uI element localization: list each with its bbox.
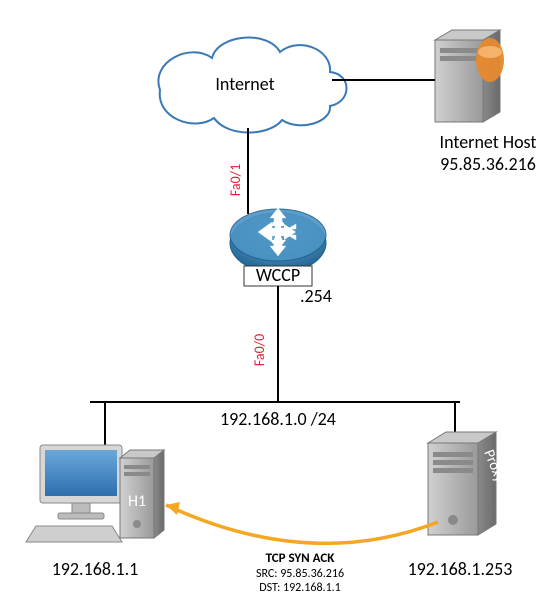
packet-title: TCP SYN ACK [266, 551, 336, 566]
interface-up-label: Fa0/1 [227, 164, 244, 196]
proxy-ip: 192.168.1.253 [408, 558, 513, 580]
h1-label: H1 [128, 492, 146, 511]
internet-host-icon [435, 30, 504, 122]
internet-label: Internet [215, 73, 274, 95]
packet-arrow [166, 505, 438, 543]
h1-ip: 192.168.1.1 [52, 558, 139, 580]
internet-host-ip: 95.85.36.216 [440, 153, 536, 175]
internet-host-label: Internet Host [440, 131, 537, 153]
network-diagram: Internet Internet Host 95.85.36.216 Fa0/… [0, 0, 556, 608]
proxy-server-icon [428, 432, 496, 535]
packet-arrow-head [166, 502, 180, 515]
interface-down-label: Fa0/0 [251, 334, 268, 366]
internet-cloud-icon: Internet [158, 38, 346, 133]
subnet-label: 192.168.1.0 /24 [220, 408, 336, 430]
router-ip: .254 [300, 285, 332, 307]
packet-src: SRC: 95.85.36.216 [256, 567, 344, 581]
packet-dst: DST: 192.168.1.1 [259, 581, 341, 595]
router-label: WCCP [256, 264, 300, 286]
